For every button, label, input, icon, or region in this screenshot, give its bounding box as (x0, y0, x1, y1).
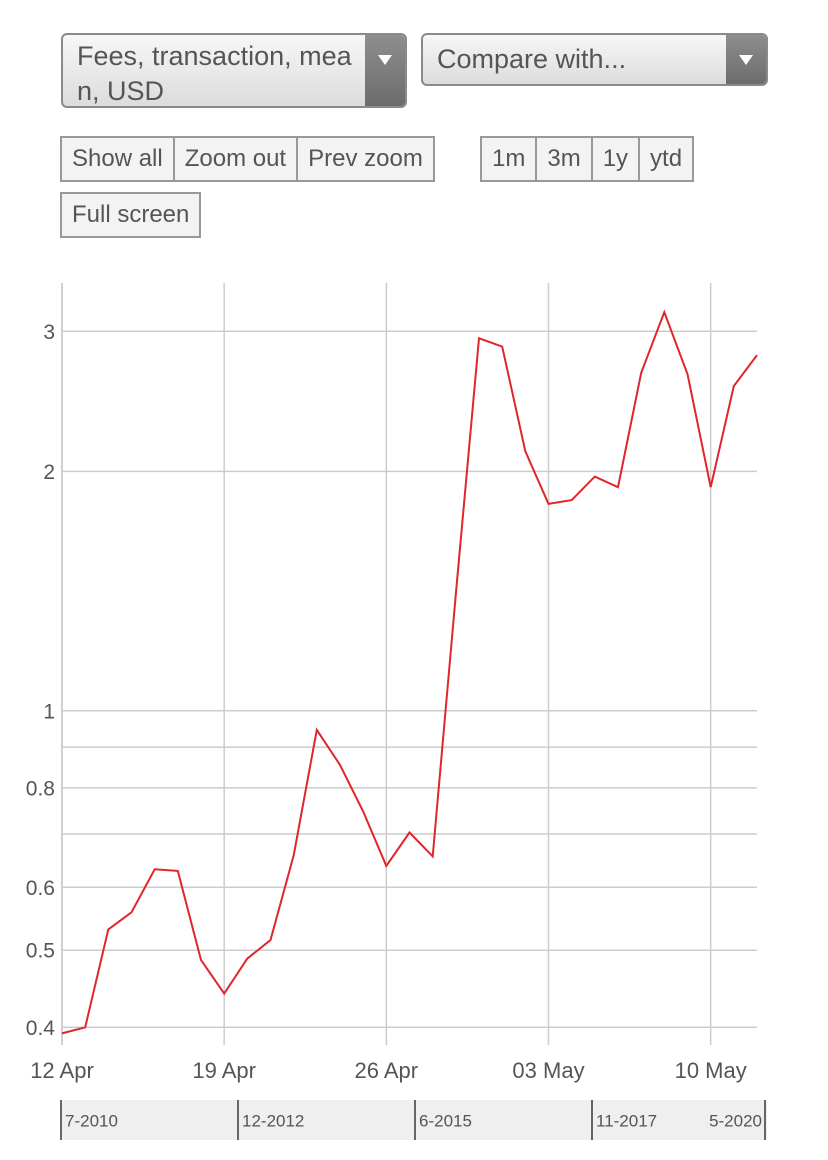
x-tick-label: 03 May (512, 1058, 584, 1083)
x-tick-label: 26 Apr (355, 1058, 419, 1083)
y-tick-label: 0.5 (26, 940, 55, 963)
fullscreen-group: Full screen (60, 192, 202, 238)
navigator (61, 1100, 767, 1140)
dropdown-arrow (365, 35, 405, 106)
x-tick-label: 19 Apr (192, 1058, 256, 1083)
button[interactable]: 3m (537, 138, 593, 180)
compare-select-text: Compare with... (437, 44, 627, 74)
metric-select[interactable]: Fees, transaction, mean, USD (61, 33, 407, 108)
x-tick-label: 10 May (675, 1058, 747, 1083)
button[interactable]: 1y (593, 138, 641, 180)
button[interactable]: ytd (650, 145, 683, 172)
fullscreen-button[interactable]: Full screen (72, 201, 190, 228)
navigator-label: 7-2010 (65, 1111, 118, 1130)
y-tick-label: 2 (43, 461, 55, 484)
y-tick-label: 1 (43, 700, 55, 723)
button[interactable]: Show all (62, 138, 175, 180)
y-tick-label: 0.6 (26, 877, 55, 900)
button[interactable]: 1m (482, 138, 538, 180)
navigator-label: 12-2012 (242, 1111, 304, 1130)
button[interactable]: Zoom out (175, 138, 299, 180)
y-tick-label: 3 (43, 321, 55, 344)
y-tick-label: 0.4 (26, 1017, 56, 1040)
metric-select-text: Fees, transaction, mean, USD (77, 41, 352, 106)
data-line (61, 309, 758, 1035)
x-tick-label: 12 Apr (30, 1058, 94, 1083)
range-button-group: 1m 3m 1y ytd (480, 136, 695, 182)
y-tick-label: 0.8 (26, 777, 55, 800)
dropdown-arrow (726, 35, 766, 84)
zoom-button-group: Show all Zoom out Prev zoom (60, 136, 435, 182)
button[interactable]: Prev zoom (308, 145, 423, 172)
navigator-label: 6-2015 (419, 1111, 472, 1130)
compare-select[interactable]: Compare with... (421, 33, 768, 86)
navigator-label: 11-2017 (596, 1111, 657, 1130)
navigator-label: 5-2020 (709, 1111, 762, 1130)
